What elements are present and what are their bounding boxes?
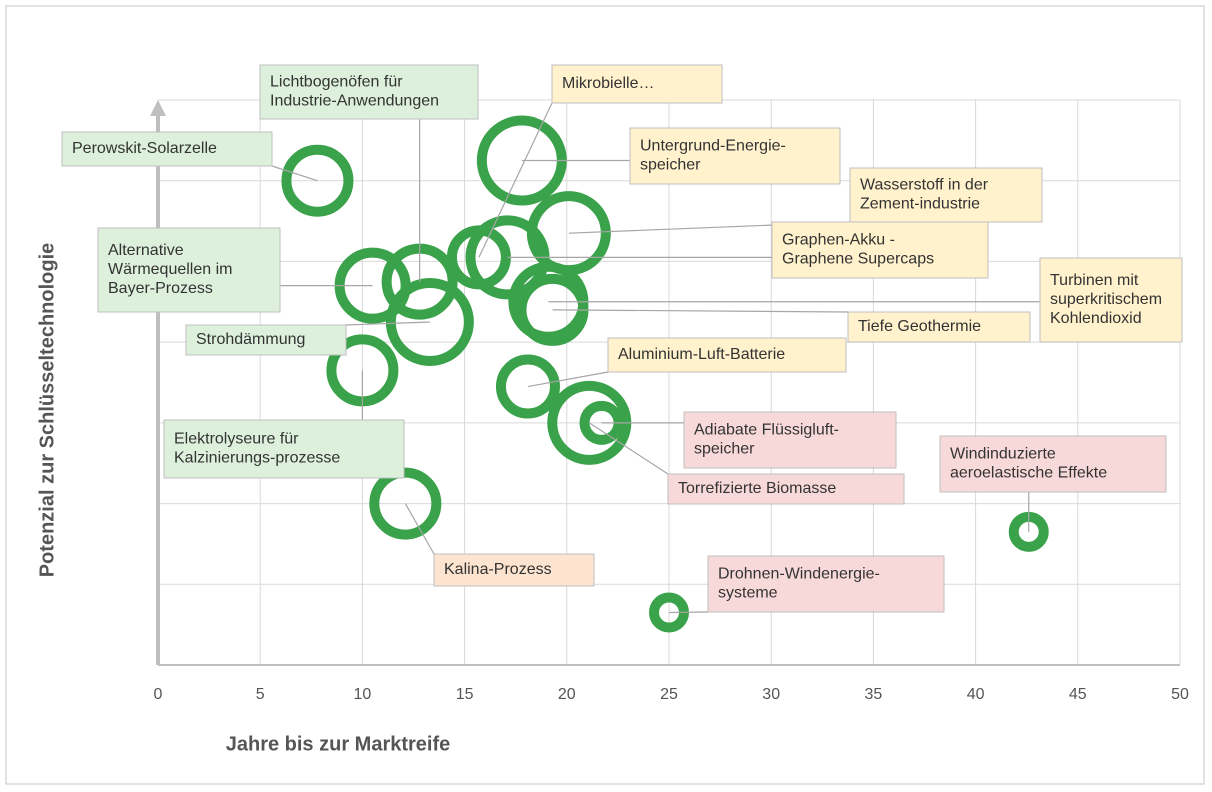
- label-box: [163, 419, 405, 479]
- x-tick-label: 5: [256, 686, 265, 703]
- x-tick-label: 20: [558, 686, 576, 703]
- data-label: Alternative Wärmequellen im Bayer-Prozess: [97, 227, 281, 313]
- leader-line: [478, 102, 553, 258]
- data-label: Tiefe Geothermie: [847, 311, 1031, 343]
- label-box: [259, 64, 479, 120]
- leader-line: [527, 371, 609, 388]
- label-text: Adiabate Flüssigluft-: [694, 422, 839, 439]
- label-text: Graphen-Akku -: [782, 232, 895, 249]
- leader-line: [668, 611, 709, 614]
- label-text: Perowskit-Solarzelle: [72, 140, 217, 157]
- x-tick-label: 25: [660, 686, 678, 703]
- label-text: Graphene Supercaps: [782, 251, 934, 268]
- data-label: Kalina-Prozess: [433, 553, 595, 587]
- label-text: speicher: [640, 157, 701, 174]
- label-text: Torrefizierte Biomasse: [678, 480, 836, 497]
- label-box: [61, 131, 273, 167]
- data-label: Mikrobielle…: [551, 64, 723, 104]
- label-text: Kohlendioxid: [1050, 310, 1142, 327]
- label-box: [551, 64, 723, 104]
- label-box: [939, 435, 1167, 493]
- label-box: [607, 337, 847, 373]
- label-box: [185, 324, 347, 356]
- y-axis-arrow: [150, 100, 166, 116]
- label-text: Industrie-Anwendungen: [270, 93, 439, 110]
- x-tick-label: 0: [154, 686, 163, 703]
- label-text: Strohdämmung: [196, 331, 305, 348]
- x-tick-label: 10: [354, 686, 372, 703]
- label-text: Drohnen-Windenergie-: [718, 566, 880, 583]
- label-text: Wärmequellen im: [108, 261, 232, 278]
- data-label: Lichtbogenöfen für Industrie-Anwendungen: [259, 64, 479, 120]
- label-box: [771, 221, 989, 279]
- leader-line: [271, 165, 318, 182]
- x-axis-label: Jahre bis zur Marktreife: [226, 733, 451, 755]
- label-text: superkritischem: [1050, 291, 1162, 308]
- bubble: [495, 354, 560, 419]
- label-text: Alternative: [108, 242, 184, 259]
- label-text: systeme: [718, 585, 778, 602]
- data-label: Turbinen mit superkritischem Kohlendioxid: [1039, 257, 1183, 343]
- data-label: Untergrund-Energie-speicher: [629, 127, 841, 185]
- label-box: [849, 167, 1043, 223]
- label-text: Zement-industrie: [860, 196, 980, 213]
- label-text: Bayer-Prozess: [108, 280, 213, 297]
- data-label: Windinduzierte aeroelastische Effekte: [939, 435, 1167, 493]
- leader-line: [404, 503, 435, 555]
- bubble: [281, 144, 354, 217]
- x-tick-label: 15: [456, 686, 474, 703]
- data-label: Torrefizierte Biomasse: [667, 473, 905, 505]
- data-label: Elektrolyseure für Kalzinierungs-prozesse: [163, 419, 405, 479]
- label-text: Elektrolyseure für: [174, 431, 299, 448]
- data-label: Adiabate Flüssigluft-speicher: [683, 411, 897, 469]
- label-text: Aluminium-Luft-Batterie: [618, 346, 785, 363]
- data-label: Graphen-Akku - Graphene Supercaps: [771, 221, 989, 279]
- label-box: [683, 411, 897, 469]
- label-text: speicher: [694, 441, 755, 458]
- label-text: Tiefe Geothermie: [858, 318, 981, 335]
- label-box: [97, 227, 281, 313]
- label-text: Kalzinierungs-prozesse: [174, 450, 340, 467]
- data-label: Aluminium-Luft-Batterie: [607, 337, 847, 373]
- label-text: Windinduzierte: [950, 446, 1056, 463]
- label-text: Untergrund-Energie-: [640, 138, 786, 155]
- data-label: Perowskit-Solarzelle: [61, 131, 273, 167]
- label-text: Lichtbogenöfen für: [270, 74, 403, 91]
- leader-line: [552, 309, 849, 313]
- label-text: Turbinen mit: [1050, 272, 1139, 289]
- label-text: Wasserstoff in der: [860, 177, 989, 194]
- x-tick-label: 45: [1069, 686, 1087, 703]
- leader-line: [588, 422, 669, 475]
- label-box: [707, 555, 945, 613]
- label-box: [1039, 257, 1183, 343]
- bubble: [369, 467, 442, 540]
- x-tick-label: 30: [762, 686, 780, 703]
- data-label: Drohnen-Windenergie-systeme: [707, 555, 945, 613]
- bubble: [385, 277, 474, 366]
- data-label: Strohdämmung: [185, 324, 347, 356]
- label-box: [433, 553, 595, 587]
- x-tick-label: 50: [1171, 686, 1189, 703]
- y-axis-label: Potenzial zur Schlüsseltechnologie: [36, 243, 58, 578]
- label-text: aeroelastische Effekte: [950, 465, 1107, 482]
- label-box: [629, 127, 841, 185]
- leader-line: [345, 321, 430, 326]
- label-box: [847, 311, 1031, 343]
- x-tick-label: 40: [967, 686, 985, 703]
- data-label: Wasserstoff in der Zement-industrie: [849, 167, 1043, 223]
- label-box: [667, 473, 905, 505]
- x-tick-label: 35: [865, 686, 883, 703]
- chart-frame: [5, 5, 1205, 785]
- label-text: Kalina-Prozess: [444, 561, 552, 578]
- label-text: Mikrobielle…: [562, 75, 654, 92]
